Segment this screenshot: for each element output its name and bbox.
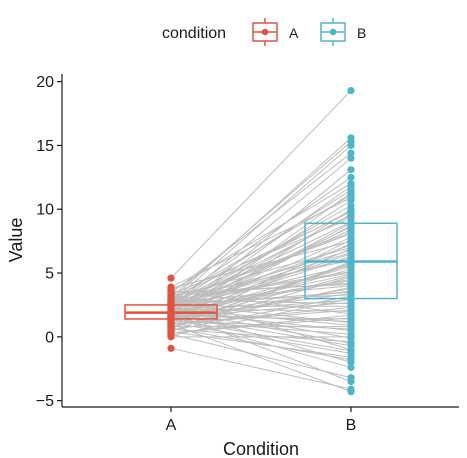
legend-item-b: B	[320, 18, 366, 46]
point-b	[347, 270, 355, 278]
y-tick-label: 20	[36, 74, 54, 91]
y-tick-label: 10	[36, 202, 54, 219]
point-b	[347, 377, 355, 386]
point-b	[347, 86, 355, 95]
y-ticks: −5 0 5 10 15 20	[36, 74, 62, 410]
point-b	[347, 363, 355, 372]
point-b	[347, 282, 355, 290]
x-tick-label-a: A	[166, 417, 177, 434]
pair-line	[170, 226, 352, 312]
point-b	[347, 182, 355, 190]
y-tick-label: 5	[45, 266, 54, 283]
pair-line	[170, 322, 352, 354]
pair-line	[170, 211, 352, 300]
pair-line	[170, 208, 352, 326]
point-a	[167, 333, 175, 341]
data-points	[167, 86, 355, 396]
pair-line	[170, 253, 352, 314]
point-b	[347, 347, 355, 355]
pair-line	[170, 282, 352, 296]
y-tick-label: 0	[45, 329, 54, 346]
point-b	[347, 141, 355, 150]
point-b	[347, 246, 355, 254]
point-a	[167, 298, 175, 306]
y-tick-label: −5	[36, 393, 54, 410]
pair-line	[170, 176, 352, 303]
point-b	[347, 260, 355, 268]
x-axis-title: Condition	[223, 439, 299, 458]
point-b	[347, 339, 355, 347]
y-tick-label: 15	[36, 138, 54, 155]
legend-label-a: A	[289, 25, 299, 41]
pair-line	[170, 272, 352, 302]
pair-line	[170, 347, 352, 390]
pair-line	[170, 299, 352, 305]
point-b	[347, 325, 355, 333]
pair-line	[170, 243, 352, 322]
point-b	[347, 356, 355, 364]
x-tick-label-b: B	[346, 417, 357, 434]
point-b	[347, 173, 355, 181]
point-a	[167, 287, 175, 295]
pair-line	[170, 263, 352, 326]
pair-line	[170, 328, 352, 343]
pair-line	[170, 323, 352, 393]
pair-line	[170, 240, 352, 289]
pair-line	[170, 141, 352, 298]
point-b	[347, 149, 355, 157]
legend-item-a: A	[252, 18, 299, 46]
legend-key-point	[261, 28, 269, 36]
pair-line	[170, 319, 352, 335]
point-b	[347, 208, 355, 216]
pair-line	[170, 152, 352, 294]
plot-area	[124, 86, 398, 396]
pair-line	[170, 183, 352, 292]
pair-lines	[170, 90, 352, 393]
pair-line	[170, 249, 352, 305]
legend-label-b: B	[357, 25, 366, 41]
y-axis-title: Value	[6, 218, 26, 263]
point-a	[167, 314, 175, 322]
pair-line	[170, 231, 352, 302]
pair-line	[170, 157, 352, 308]
point-b	[347, 154, 355, 162]
point-b	[347, 194, 355, 202]
point-a	[167, 321, 175, 329]
point-b	[347, 166, 355, 174]
point-b	[347, 388, 355, 396]
pair-line	[170, 327, 352, 361]
pair-line	[170, 331, 352, 358]
pair-line	[170, 90, 352, 279]
point-b	[347, 289, 355, 298]
pair-line	[170, 145, 352, 303]
pair-line	[170, 317, 352, 368]
point-b	[347, 228, 355, 236]
legend-title: condition	[162, 25, 226, 42]
pair-line	[170, 273, 352, 314]
legend-key-point	[329, 28, 337, 36]
pair-line	[170, 284, 352, 293]
point-b	[347, 189, 355, 197]
point-a	[167, 308, 175, 317]
pair-line	[170, 318, 352, 352]
point-a	[167, 274, 175, 282]
point-b	[347, 223, 355, 231]
pair-line	[170, 247, 352, 298]
pair-line	[170, 286, 352, 328]
pair-line	[170, 294, 352, 305]
pair-line	[170, 319, 352, 330]
pair-line	[170, 192, 352, 324]
point-b	[347, 333, 355, 341]
pair-line	[170, 169, 352, 317]
pair-line	[170, 303, 352, 324]
point-b	[347, 240, 355, 248]
point-a	[167, 344, 175, 352]
pair-line	[170, 285, 352, 303]
